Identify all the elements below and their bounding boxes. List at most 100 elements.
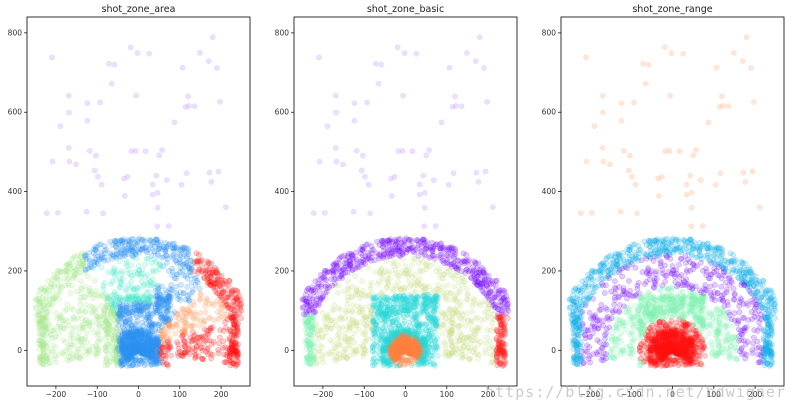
shot-point bbox=[160, 298, 166, 304]
shot-point bbox=[148, 355, 155, 361]
shot-point bbox=[135, 343, 141, 350]
shot-point bbox=[478, 302, 484, 309]
shot-point bbox=[149, 359, 155, 366]
shot-point bbox=[360, 246, 367, 253]
shot-point bbox=[165, 338, 172, 345]
shot-point bbox=[388, 192, 395, 199]
shot-point bbox=[217, 305, 224, 312]
shot-point bbox=[303, 287, 310, 294]
shot-point bbox=[150, 239, 157, 245]
shot-point bbox=[133, 362, 140, 368]
shot-point bbox=[148, 344, 155, 350]
shot-point bbox=[229, 317, 236, 324]
shot-point bbox=[179, 254, 185, 260]
shot-point bbox=[194, 338, 200, 345]
shot-point bbox=[79, 258, 86, 265]
shot-point bbox=[153, 353, 160, 360]
shot-point bbox=[155, 284, 162, 291]
shot-point bbox=[127, 345, 134, 352]
shot-point bbox=[107, 359, 113, 365]
shot-point bbox=[49, 327, 55, 333]
shot-point bbox=[184, 263, 191, 269]
shot-point bbox=[153, 293, 160, 300]
shot-point bbox=[152, 359, 159, 366]
shot-point bbox=[114, 316, 121, 323]
shot-point bbox=[420, 172, 427, 179]
shot-point bbox=[124, 263, 130, 270]
shot-point bbox=[312, 302, 319, 308]
shot-point bbox=[185, 93, 191, 100]
shot-point bbox=[40, 320, 47, 327]
shot-point bbox=[89, 309, 96, 315]
shot-point bbox=[39, 342, 45, 349]
shot-point bbox=[231, 294, 238, 301]
shot-point bbox=[445, 282, 451, 288]
shot-point bbox=[141, 349, 148, 356]
shot-point bbox=[57, 325, 64, 332]
shot-point bbox=[130, 346, 137, 353]
shot-point bbox=[117, 249, 124, 256]
shot-point bbox=[167, 316, 174, 322]
shot-point bbox=[210, 270, 216, 276]
shot-point bbox=[147, 282, 154, 289]
shot-point bbox=[112, 335, 118, 341]
shot-point bbox=[65, 269, 72, 275]
shot-point bbox=[390, 288, 397, 294]
shot-point bbox=[177, 348, 183, 355]
shot-point bbox=[156, 336, 163, 343]
shot-point bbox=[209, 324, 216, 330]
shot-point bbox=[134, 340, 141, 347]
shot-point bbox=[205, 260, 211, 266]
shot-point bbox=[120, 345, 127, 352]
shot-point bbox=[128, 344, 135, 351]
shot-point bbox=[456, 289, 463, 296]
shot-point bbox=[150, 281, 156, 288]
shot-point bbox=[497, 360, 504, 367]
shot-point bbox=[133, 348, 140, 355]
shot-point bbox=[105, 331, 112, 338]
shot-point bbox=[481, 65, 487, 71]
shot-point bbox=[135, 347, 142, 354]
shot-point bbox=[158, 355, 165, 362]
shot-point bbox=[233, 334, 240, 340]
shot-point bbox=[130, 333, 137, 339]
shot-point bbox=[138, 305, 144, 311]
shot-point bbox=[173, 275, 179, 282]
shot-point bbox=[62, 339, 69, 345]
shot-point bbox=[122, 343, 128, 349]
shot-point bbox=[228, 351, 235, 357]
shot-point bbox=[40, 347, 47, 354]
shot-point bbox=[163, 304, 170, 311]
shot-point bbox=[394, 44, 401, 51]
shot-point bbox=[157, 244, 164, 251]
shot-point bbox=[114, 354, 121, 361]
shot-point bbox=[162, 318, 169, 325]
shot-point bbox=[134, 247, 140, 253]
shot-point bbox=[139, 299, 145, 306]
shot-point bbox=[206, 301, 213, 307]
shot-point bbox=[81, 324, 87, 331]
shot-point bbox=[193, 344, 200, 350]
shot-point bbox=[385, 356, 392, 363]
shot-point bbox=[152, 321, 159, 327]
shot-point bbox=[136, 344, 142, 351]
shot-point bbox=[367, 282, 374, 289]
shot-point bbox=[145, 289, 152, 295]
shot-point bbox=[124, 357, 131, 364]
shot-point bbox=[439, 330, 446, 337]
shot-point bbox=[360, 152, 366, 159]
shot-point bbox=[142, 346, 149, 353]
shot-point bbox=[153, 172, 160, 179]
shot-point bbox=[196, 322, 202, 329]
shot-point bbox=[78, 307, 85, 314]
shot-point bbox=[116, 338, 122, 345]
shot-point bbox=[174, 310, 180, 317]
shot-point bbox=[191, 315, 198, 322]
shot-point bbox=[423, 262, 430, 268]
shot-point bbox=[106, 321, 113, 328]
shot-point bbox=[121, 350, 127, 357]
shot-point bbox=[368, 307, 374, 314]
shot-point bbox=[171, 245, 178, 252]
shot-point bbox=[69, 256, 76, 262]
shot-point bbox=[215, 272, 222, 279]
